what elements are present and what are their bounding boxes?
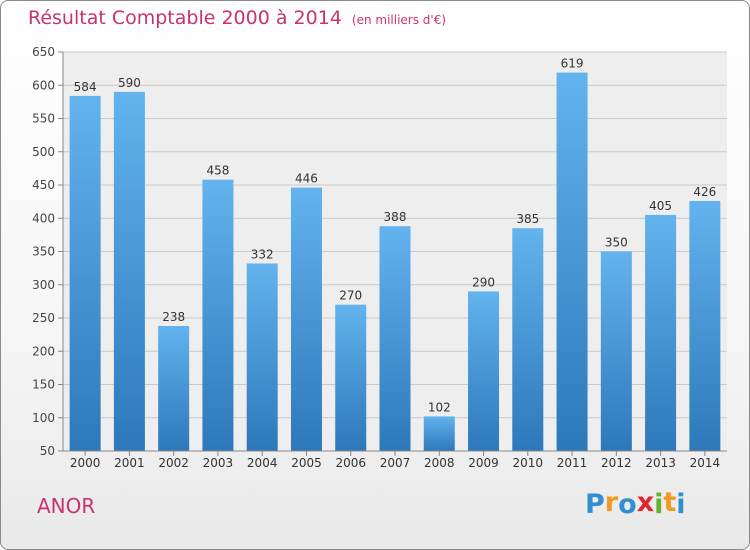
bar-value-label: 584 — [74, 80, 97, 94]
y-tick-label: 200 — [32, 344, 55, 358]
bar-2002 — [158, 325, 190, 451]
y-tick-label: 400 — [32, 211, 55, 225]
bar-2011 — [556, 72, 588, 452]
logo-letter: P — [585, 489, 605, 520]
x-tick-label: 2011 — [557, 456, 588, 470]
y-tick-label: 350 — [32, 245, 55, 259]
bar-2004 — [246, 263, 278, 451]
bar-2006 — [335, 304, 367, 451]
x-tick-label: 2014 — [690, 456, 721, 470]
bar-value-label: 388 — [384, 210, 407, 224]
bar-value-label: 426 — [693, 185, 716, 199]
bar-2014 — [689, 200, 721, 451]
bar-2007 — [379, 226, 411, 451]
bar-2003 — [202, 179, 234, 451]
y-tick-label: 250 — [32, 311, 55, 325]
bar-2000 — [69, 95, 101, 451]
logo-letter: i — [654, 489, 664, 520]
x-tick-label: 2005 — [291, 456, 322, 470]
x-tick-label: 2007 — [380, 456, 411, 470]
x-tick-label: 2002 — [158, 456, 189, 470]
bars: 584 590 238 458 332 446 270 388 102 290 385 619 350 4… — [69, 57, 721, 452]
logo-letter: r — [604, 487, 619, 518]
bar-value-label: 590 — [118, 76, 141, 90]
x-tick-label: 2003 — [203, 456, 234, 470]
bar-value-label: 332 — [251, 247, 274, 261]
bar-value-label: 446 — [295, 172, 318, 186]
y-tick-label: 500 — [32, 145, 55, 159]
chart-title: Résultat Comptable 2000 à 2014 (en millie… — [28, 7, 446, 29]
y-tick-label: 600 — [32, 78, 55, 92]
bar-2009 — [468, 291, 500, 451]
logo-letter: i — [676, 489, 686, 520]
bar-2008 — [423, 416, 455, 451]
bar-2001 — [113, 91, 145, 452]
proxiti-logo: Proxiti — [585, 487, 686, 520]
y-tick-label: 650 — [32, 45, 55, 59]
y-tick-label: 550 — [32, 112, 55, 126]
logo-letter: x — [636, 487, 655, 518]
x-tick-label: 2001 — [114, 456, 145, 470]
logo-letter: o — [618, 489, 637, 520]
bar-value-label: 238 — [162, 310, 185, 324]
logo-letter: t — [663, 487, 677, 518]
bar-2005 — [290, 187, 322, 451]
x-axis: 2000 2001 2002 2003 2004 2005 2006 2007 2008 2009… — [63, 450, 727, 470]
x-tick-label: 2010 — [513, 456, 544, 470]
x-tick-label: 2008 — [424, 456, 455, 470]
y-tick-label: 100 — [32, 411, 55, 425]
bar-value-label: 270 — [339, 289, 362, 303]
bar-value-label: 405 — [649, 199, 672, 213]
bar-2010 — [512, 228, 544, 451]
bar-value-label: 102 — [428, 400, 451, 414]
bar-value-label: 619 — [561, 57, 584, 71]
bar-value-label: 290 — [472, 275, 495, 289]
x-tick-label: 2013 — [645, 456, 676, 470]
bar-value-label: 350 — [605, 236, 628, 250]
x-tick-label: 2004 — [247, 456, 278, 470]
chart-title-text: Résultat Comptable 2000 à 2014 — [28, 7, 342, 29]
bar-value-label: 458 — [206, 164, 229, 178]
bar-value-label: 385 — [516, 212, 539, 226]
y-tick-label: 150 — [32, 378, 55, 392]
x-tick-label: 2009 — [468, 456, 499, 470]
bar-2013 — [645, 214, 677, 451]
x-tick-label: 2006 — [335, 456, 366, 470]
y-tick-label: 300 — [32, 278, 55, 292]
y-tick-label: 50 — [40, 444, 55, 458]
location-label: ANOR — [37, 494, 96, 518]
y-axis: 50 100 150 200 250 300 350 400 450 500 550 600 650 — [32, 45, 64, 458]
bar-2012 — [600, 251, 632, 451]
chart-unit: (en milliers d'€) — [351, 13, 447, 27]
x-tick-label: 2012 — [601, 456, 632, 470]
y-tick-label: 450 — [32, 178, 55, 192]
x-tick-label: 2000 — [70, 456, 101, 470]
